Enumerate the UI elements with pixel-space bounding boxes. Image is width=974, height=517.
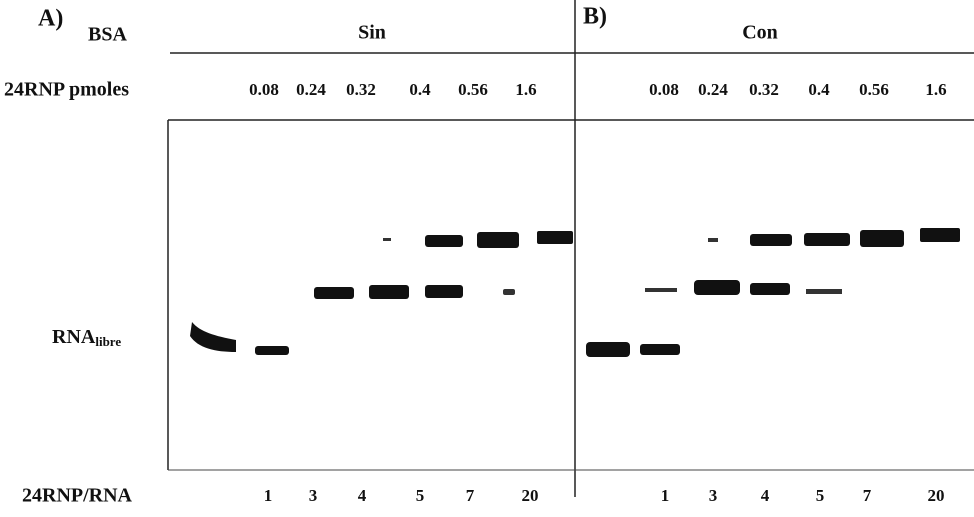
condition-label: Con — [742, 22, 778, 44]
pmoles-value: 0.32 — [346, 80, 376, 99]
band — [586, 342, 630, 357]
band — [640, 344, 680, 355]
band — [708, 238, 718, 242]
ratio-value: 4 — [761, 486, 770, 505]
band — [645, 288, 677, 292]
ratio-value: 20 — [928, 486, 945, 505]
ratio-value: 5 — [816, 486, 825, 505]
band — [804, 233, 850, 246]
band — [920, 228, 960, 242]
band — [383, 238, 391, 241]
band — [806, 289, 842, 294]
band — [750, 234, 792, 246]
pmoles-value: 0.56 — [859, 80, 889, 99]
pmoles-value: 0.4 — [409, 80, 431, 99]
pmoles-value: 0.08 — [249, 80, 279, 99]
panel-label: A) — [38, 6, 63, 32]
pmoles-value: 1.6 — [515, 80, 536, 99]
ratio-value: 1 — [264, 486, 273, 505]
pmoles-value: 0.24 — [698, 80, 728, 99]
pmoles-value: 0.32 — [749, 80, 779, 99]
band — [425, 285, 463, 298]
ratio-value: 20 — [522, 486, 539, 505]
band — [314, 287, 354, 299]
band — [750, 283, 790, 295]
band — [503, 289, 515, 295]
rna-main: RNA — [52, 326, 96, 348]
rna-sub: libre — [95, 334, 121, 349]
condition-label: Sin — [358, 22, 386, 44]
ratio-value: 1 — [661, 486, 670, 505]
band — [190, 322, 236, 352]
ratio-value: 3 — [309, 486, 318, 505]
band — [369, 285, 409, 299]
gel-bands — [190, 228, 960, 357]
band — [255, 346, 289, 355]
band — [537, 231, 573, 244]
band — [860, 230, 904, 247]
panel-label: B) — [583, 4, 607, 30]
pmoles-value: 0.4 — [808, 80, 830, 99]
band — [425, 235, 463, 247]
band — [694, 280, 740, 295]
pmoles-label: 24RNP pmoles — [4, 79, 129, 101]
pmoles-value: 0.56 — [458, 80, 488, 99]
ratio-value: 3 — [709, 486, 718, 505]
ratio-value: 5 — [416, 486, 425, 505]
rna-label: RNAlibre — [52, 326, 121, 349]
pmoles-value: 1.6 — [925, 80, 946, 99]
band — [477, 232, 519, 248]
ratio-value: 4 — [358, 486, 367, 505]
ratio-label: 24RNP/RNA — [22, 485, 133, 507]
ratio-value: 7 — [863, 486, 872, 505]
ratio-value: 7 — [466, 486, 475, 505]
pmoles-value: 0.24 — [296, 80, 326, 99]
pmoles-value: 0.08 — [649, 80, 679, 99]
bsa-label: BSA — [88, 24, 127, 46]
